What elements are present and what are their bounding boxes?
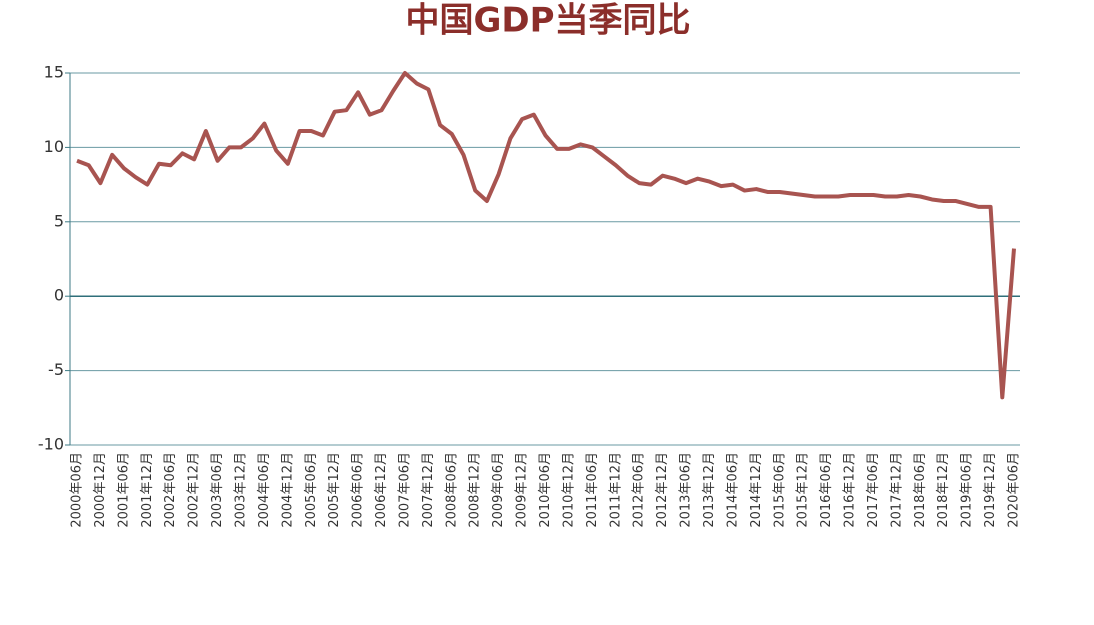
x-tick-label: 2011年12月 [608,452,623,528]
x-tick-label: 2015年06月 [772,452,787,528]
x-tick-label: 2012年12月 [655,452,670,528]
chart-title: 中国GDP当季同比 [405,1,690,41]
x-tick-label: 2004年06月 [257,452,272,528]
x-tick-label: 2008年06月 [444,452,459,528]
x-tick-label: 2001年12月 [140,452,155,528]
x-tick-label: 2001年06月 [116,452,131,528]
x-tick-label: 2017年12月 [889,452,904,528]
x-tick-label: 2002年12月 [187,452,202,528]
x-tick-label: 2009年06月 [491,452,506,528]
x-tick-label: 2014年12月 [749,452,764,528]
y-tick-label: 15 [44,63,64,82]
x-tick-label: 2003年12月 [233,452,248,528]
x-tick-label: 2007年06月 [397,452,412,528]
x-tick-label: 2000年12月 [93,452,108,528]
x-tick-label: 2006年12月 [374,452,389,528]
x-tick-label: 2007年12月 [421,452,436,528]
x-tick-label: 2005年06月 [304,452,319,528]
x-tick-label: 2005年12月 [327,452,342,528]
x-tick-label: 2016年12月 [843,452,858,528]
x-tick-label: 2003年06月 [210,452,225,528]
x-tick-label: 2015年12月 [796,452,811,528]
x-tick-label: 2019年06月 [960,452,975,528]
x-tick-label: 2004年12月 [280,452,295,528]
x-tick-label: 2010年12月 [561,452,576,528]
x-tick-label: 2016年06月 [819,452,834,528]
y-tick-label: 0 [54,286,64,305]
y-tick-label: -5 [48,360,64,379]
x-tick-label: 2000年06月 [70,452,85,528]
x-tick-label: 2018年06月 [913,452,928,528]
x-tick-label: 2014年06月 [725,452,740,528]
x-tick-label: 2006年06月 [351,452,366,528]
x-tick-label: 2012年06月 [632,452,647,528]
x-tick-label: 2002年06月 [163,452,178,528]
x-tick-label: 2013年12月 [702,452,717,528]
y-tick-label: -10 [38,435,64,454]
y-tick-label: 5 [54,211,64,230]
x-tick-label: 2018年12月 [936,452,951,528]
x-tick-label: 2020年06月 [1007,452,1022,528]
x-tick-label: 2017年06月 [866,452,881,528]
x-tick-label: 2009年12月 [515,452,530,528]
y-tick-label: 10 [44,137,64,156]
x-tick-label: 2019年12月 [983,452,998,528]
data-line [76,71,1016,400]
x-tick-label: 2010年06月 [538,452,553,528]
x-tick-label: 2011年06月 [585,452,600,528]
x-tick-label: 2013年06月 [679,452,694,528]
x-tick-label: 2008年12月 [468,452,483,528]
